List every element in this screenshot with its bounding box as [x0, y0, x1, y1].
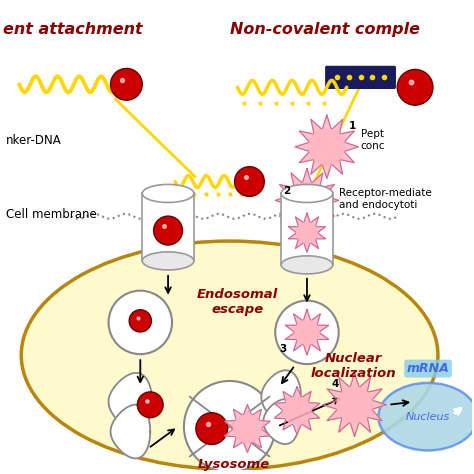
Text: Non-covalent comple: Non-covalent comple [229, 22, 419, 37]
Circle shape [110, 68, 142, 100]
Polygon shape [297, 222, 317, 243]
Circle shape [235, 167, 264, 196]
Polygon shape [309, 129, 345, 164]
Text: Lysosome: Lysosome [198, 458, 270, 471]
Circle shape [154, 216, 182, 245]
Circle shape [109, 291, 172, 354]
Text: Endosomal
escape: Endosomal escape [197, 288, 278, 316]
Bar [142, 193, 194, 261]
Polygon shape [261, 370, 301, 423]
Ellipse shape [142, 252, 194, 270]
Polygon shape [288, 213, 326, 252]
Polygon shape [225, 405, 270, 452]
Circle shape [275, 301, 339, 364]
Circle shape [137, 392, 163, 418]
Polygon shape [289, 182, 325, 218]
Text: 2: 2 [283, 186, 291, 196]
Ellipse shape [378, 383, 474, 450]
Text: ent attachment: ent attachment [3, 22, 143, 37]
Polygon shape [295, 115, 358, 179]
Text: 1: 1 [349, 121, 356, 131]
Polygon shape [264, 399, 299, 444]
Circle shape [397, 70, 433, 105]
Text: nker-DNA: nker-DNA [6, 134, 62, 147]
Polygon shape [274, 387, 319, 435]
Ellipse shape [281, 184, 333, 202]
Text: mRNA: mRNA [407, 362, 449, 375]
Polygon shape [323, 373, 386, 437]
Text: 3: 3 [279, 344, 286, 354]
Ellipse shape [281, 256, 333, 274]
Circle shape [129, 310, 151, 332]
Text: Nuclear
localization: Nuclear localization [311, 352, 396, 380]
Bar [281, 193, 333, 265]
Polygon shape [295, 320, 319, 345]
Polygon shape [110, 405, 150, 458]
Polygon shape [234, 415, 261, 442]
Text: Receptor-mediate
and endocytoti: Receptor-mediate and endocytoti [339, 189, 431, 210]
Polygon shape [285, 310, 328, 355]
Text: Pept
conc: Pept conc [361, 129, 385, 151]
Circle shape [184, 381, 275, 472]
Polygon shape [275, 169, 339, 232]
Polygon shape [109, 373, 152, 431]
FancyBboxPatch shape [326, 66, 395, 88]
Circle shape [196, 413, 228, 445]
Polygon shape [283, 397, 311, 425]
Text: Nucleus: Nucleus [406, 411, 450, 422]
Text: Cell membrane: Cell membrane [6, 209, 97, 221]
Text: 4: 4 [332, 379, 339, 389]
Polygon shape [337, 387, 373, 423]
Ellipse shape [142, 184, 194, 202]
Ellipse shape [21, 241, 438, 469]
